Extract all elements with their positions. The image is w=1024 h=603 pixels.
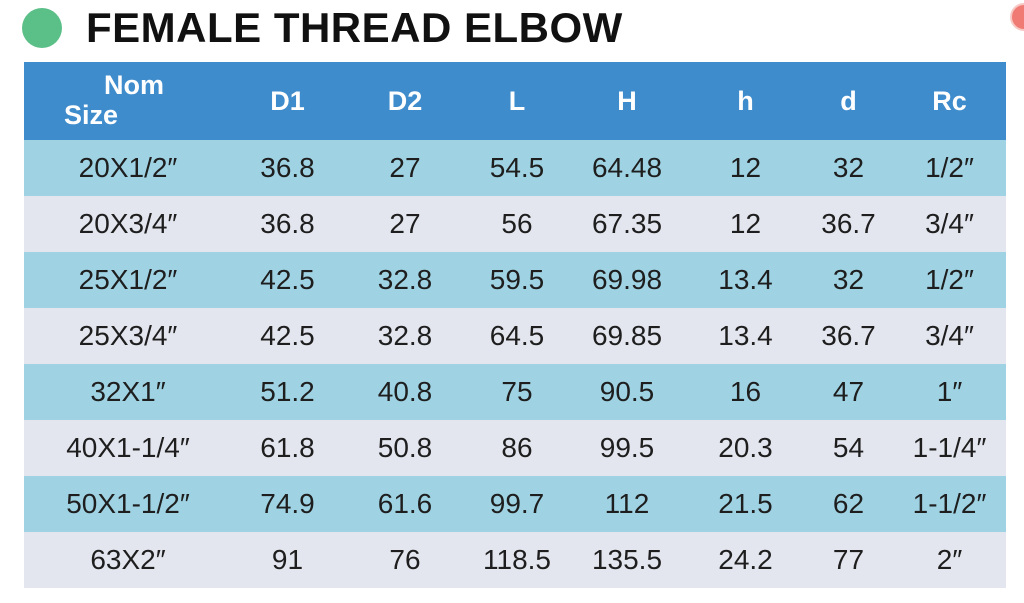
cell-d1: 42.5 — [260, 264, 315, 295]
header-rc: Rc — [932, 85, 967, 116]
cell-d2: 32.8 — [377, 264, 433, 295]
cell-d: 62 — [832, 488, 865, 519]
cell-rc: 1″ — [936, 376, 963, 407]
cell-h-lower: 12 — [729, 152, 762, 183]
cell-l: 64.5 — [489, 320, 545, 351]
title-row: FEMALE THREAD ELBOW — [22, 0, 623, 56]
cell-d: 32 — [832, 152, 865, 183]
cell-h-upper: 64.48 — [591, 152, 663, 183]
cell-rc: 3/4″ — [925, 208, 974, 239]
table-body: 20X1/2″ 36.8 27 54.5 64.48 12 32 1/2″ 20X3/4″ 36.… — [24, 140, 1006, 588]
cell-d1: 42.5 — [260, 320, 315, 351]
cell-h-upper: 90.5 — [599, 376, 655, 407]
cell-l: 118.5 — [483, 544, 551, 575]
cell-nom-size: 40X1-1/4″ — [66, 432, 190, 463]
cell-d2: 76 — [389, 544, 421, 575]
header-h-upper: H — [617, 85, 637, 116]
cell-d1: 91 — [271, 544, 304, 575]
cell-h-lower: 24.2 — [718, 544, 773, 575]
cell-rc: 1-1/4″ — [912, 432, 987, 463]
cell-h-lower: 13.4 — [718, 320, 773, 351]
cell-rc: 1-1/2″ — [912, 488, 987, 519]
cell-h-lower: 21.5 — [718, 488, 773, 519]
table-row: 50X1-1/2″ 74.9 61.6 99.7 112 21.5 62 1-1/2″ — [24, 476, 1006, 532]
cell-d1: 51.2 — [260, 376, 315, 407]
cell-h-lower: 12 — [729, 208, 762, 239]
cell-l: 56 — [501, 208, 533, 239]
cell-nom-size: 20X1/2″ — [78, 152, 178, 183]
cell-d: 47 — [832, 376, 865, 407]
bullet-dot-icon — [22, 8, 62, 48]
cell-d: 32 — [832, 264, 865, 295]
header-d1: D1 — [270, 85, 305, 116]
corner-badge-icon — [1010, 3, 1024, 31]
cell-h-upper: 112 — [604, 488, 650, 519]
cell-d1: 61.8 — [260, 432, 315, 463]
table-row: 63X2″ 91 76 118.5 135.5 24.2 77 2″ — [24, 532, 1006, 588]
header-h-lower: h — [737, 85, 754, 116]
cell-d2: 40.8 — [377, 376, 433, 407]
table-row: 25X1/2″ 42.5 32.8 59.5 69.98 13.4 32 1/2″ — [24, 252, 1006, 308]
header-nom-size: Nom Size — [24, 62, 232, 140]
cell-l: 86 — [501, 432, 533, 463]
header-nom-label: Nom — [104, 70, 164, 101]
table-row: 25X3/4″ 42.5 32.8 64.5 69.85 13.4 36.7 3/4″ — [24, 308, 1006, 364]
cell-d2: 27 — [389, 152, 421, 183]
cell-h-upper: 135.5 — [591, 544, 663, 575]
spec-table: Nom Size D1 D2 L H h d Rc 20X1/2″ 36.8 27 5… — [24, 62, 1006, 588]
cell-l: 75 — [501, 376, 533, 407]
cell-h-lower: 13.4 — [718, 264, 773, 295]
cell-h-upper: 69.85 — [591, 320, 663, 351]
cell-d1: 36.8 — [260, 152, 315, 183]
table-row: 40X1-1/4″ 61.8 50.8 86 99.5 20.3 54 1-1/4″ — [24, 420, 1006, 476]
cell-rc: 3/4″ — [925, 320, 974, 351]
cell-l: 99.7 — [489, 488, 545, 519]
cell-rc: 1/2″ — [925, 264, 974, 295]
cell-d2: 27 — [389, 208, 421, 239]
cell-d2: 50.8 — [377, 432, 433, 463]
header-d: d — [840, 85, 857, 116]
cell-h-lower: 20.3 — [718, 432, 773, 463]
page-title: FEMALE THREAD ELBOW — [86, 4, 623, 51]
cell-h-upper: 69.98 — [591, 264, 663, 295]
cell-d1: 36.8 — [260, 208, 315, 239]
cell-d: 77 — [832, 544, 865, 575]
header-l: L — [508, 85, 526, 116]
cell-l: 59.5 — [489, 264, 545, 295]
cell-nom-size: 25X1/2″ — [78, 264, 178, 295]
table-row: 20X1/2″ 36.8 27 54.5 64.48 12 32 1/2″ — [24, 140, 1006, 196]
cell-rc: 2″ — [936, 544, 963, 575]
header-d2: D2 — [387, 85, 423, 116]
cell-nom-size: 63X2″ — [90, 544, 166, 575]
cell-nom-size: 50X1-1/2″ — [66, 488, 190, 519]
cell-d2: 32.8 — [377, 320, 433, 351]
cell-h-upper: 67.35 — [591, 208, 663, 239]
header-size-label: Size — [64, 100, 119, 130]
cell-d: 54 — [832, 432, 865, 463]
table-header-row: Nom Size D1 D2 L H h d Rc — [24, 62, 1006, 140]
table-row: 32X1″ 51.2 40.8 75 90.5 16 47 1″ — [24, 364, 1006, 420]
cell-nom-size: 32X1″ — [90, 376, 166, 407]
cell-h-lower: 16 — [729, 376, 762, 407]
cell-d: 36.7 — [821, 320, 876, 351]
cell-nom-size: 25X3/4″ — [78, 320, 178, 351]
cell-d: 36.7 — [821, 208, 876, 239]
cell-rc: 1/2″ — [925, 152, 974, 183]
cell-l: 54.5 — [489, 152, 545, 183]
cell-nom-size: 20X3/4″ — [78, 208, 178, 239]
cell-h-upper: 99.5 — [599, 432, 655, 463]
cell-d2: 61.6 — [377, 488, 433, 519]
table-row: 20X3/4″ 36.8 27 56 67.35 12 36.7 3/4″ — [24, 196, 1006, 252]
cell-d1: 74.9 — [260, 488, 315, 519]
